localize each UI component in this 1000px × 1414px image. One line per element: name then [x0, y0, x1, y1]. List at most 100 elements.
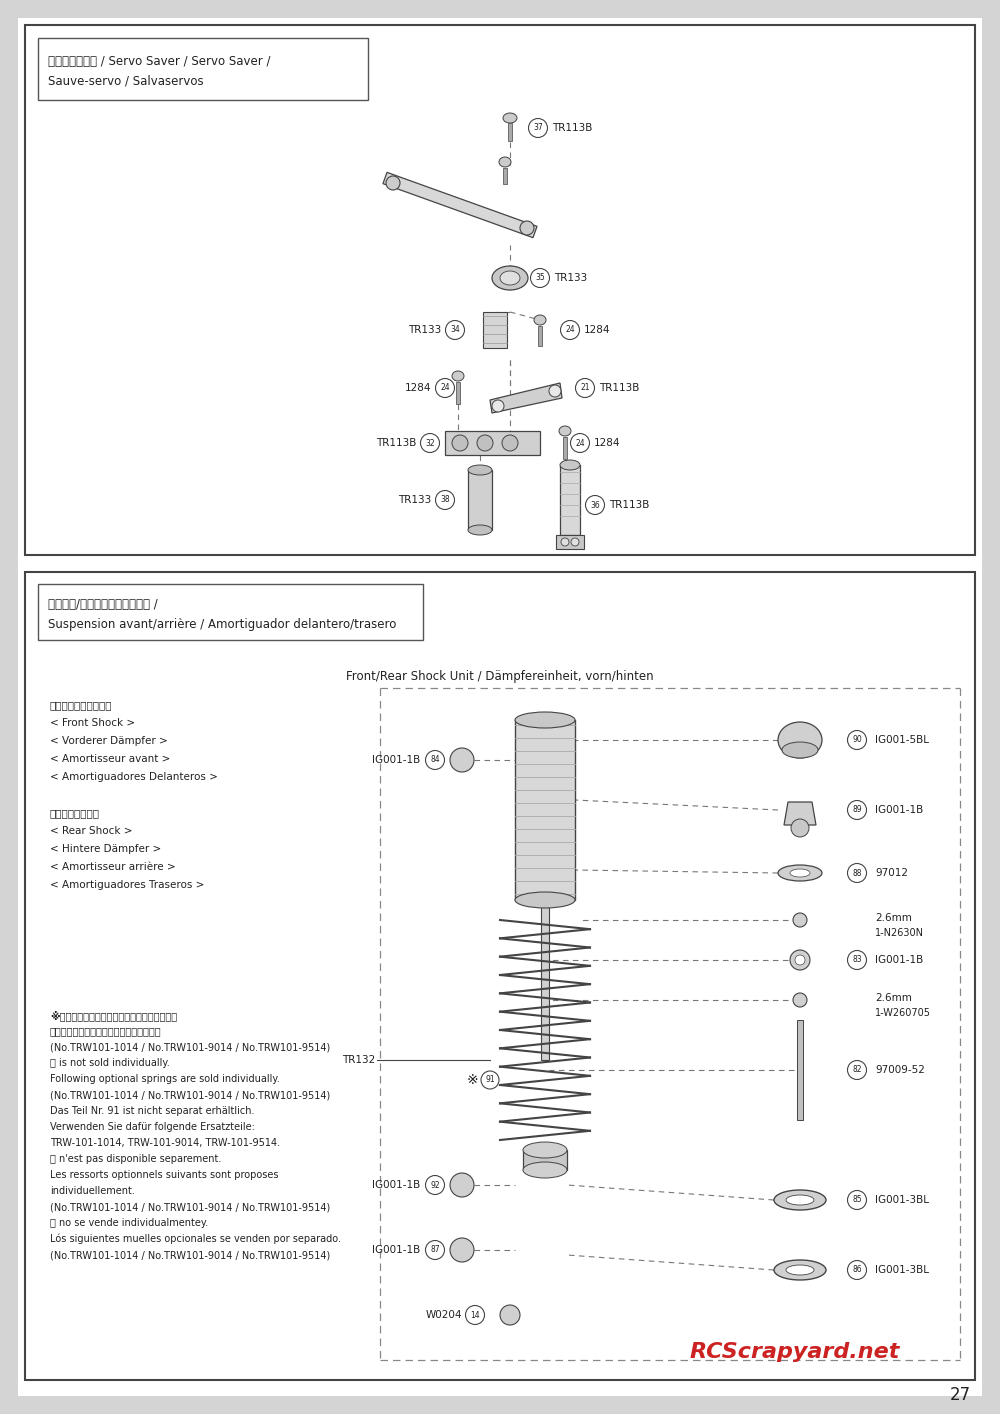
- Text: ⒑ no se vende individualmentey.: ⒑ no se vende individualmentey.: [50, 1217, 208, 1227]
- Circle shape: [570, 434, 590, 452]
- Circle shape: [520, 221, 534, 235]
- Ellipse shape: [774, 1191, 826, 1210]
- Ellipse shape: [778, 723, 822, 758]
- Circle shape: [848, 1260, 866, 1280]
- Polygon shape: [784, 802, 816, 824]
- Text: 2.6mm: 2.6mm: [875, 913, 912, 923]
- Text: 85: 85: [852, 1195, 862, 1205]
- Text: < Amortiguadores Delanteros >: < Amortiguadores Delanteros >: [50, 772, 218, 782]
- Bar: [25, 25, 975, 556]
- Text: 87: 87: [430, 1246, 440, 1254]
- Bar: [556, 534, 584, 549]
- Circle shape: [848, 950, 866, 970]
- Ellipse shape: [523, 1143, 567, 1158]
- Bar: [383, 173, 537, 238]
- Text: 38: 38: [440, 495, 450, 505]
- Text: < Front Shock >: < Front Shock >: [50, 718, 135, 728]
- Text: 1-N2630N: 1-N2630N: [875, 928, 924, 937]
- Text: IG001-1B: IG001-1B: [372, 1181, 420, 1191]
- Circle shape: [848, 731, 866, 749]
- Circle shape: [795, 954, 805, 964]
- Text: (No.TRW101-1014 / No.TRW101-9014 / No.TRW101-9514): (No.TRW101-1014 / No.TRW101-9014 / No.TR…: [50, 1042, 330, 1052]
- Circle shape: [561, 537, 569, 546]
- Text: 92: 92: [430, 1181, 440, 1189]
- Circle shape: [477, 436, 493, 451]
- Ellipse shape: [778, 865, 822, 881]
- Text: Front/Rear Shock Unit / Dämpfereinheit, vorn/hinten: Front/Rear Shock Unit / Dämpfereinheit, …: [346, 670, 654, 683]
- Text: (No.TRW101-1014 / No.TRW101-9014 / No.TRW101-9514): (No.TRW101-1014 / No.TRW101-9014 / No.TR…: [50, 1202, 330, 1212]
- Bar: [515, 720, 575, 899]
- Text: 1284: 1284: [594, 438, 620, 448]
- Bar: [563, 437, 567, 460]
- Circle shape: [791, 819, 809, 837]
- Text: TRW-101-1014, TRW-101-9014, TRW-101-9514.: TRW-101-1014, TRW-101-9014, TRW-101-9514…: [50, 1138, 280, 1148]
- Ellipse shape: [503, 113, 517, 123]
- Text: (No.TRW101-1014 / No.TRW101-9014 / No.TRW101-9514): (No.TRW101-1014 / No.TRW101-9014 / No.TR…: [50, 1090, 330, 1100]
- Circle shape: [848, 864, 866, 882]
- Circle shape: [500, 1305, 520, 1325]
- Circle shape: [450, 1239, 474, 1263]
- Circle shape: [420, 434, 440, 452]
- Text: 32: 32: [425, 438, 435, 447]
- Bar: [797, 1019, 803, 1120]
- Text: IG001-3BL: IG001-3BL: [875, 1266, 929, 1275]
- Text: TR133: TR133: [408, 325, 441, 335]
- Circle shape: [793, 993, 807, 1007]
- Ellipse shape: [534, 315, 546, 325]
- Circle shape: [481, 1070, 499, 1089]
- Ellipse shape: [786, 1266, 814, 1275]
- Circle shape: [502, 436, 518, 451]
- Text: Lós siguientes muelles opcionales se venden por separado.: Lós siguientes muelles opcionales se ven…: [50, 1234, 341, 1244]
- Text: ⒑ is not sold individually.: ⒑ is not sold individually.: [50, 1058, 170, 1068]
- Text: 97009-52: 97009-52: [875, 1065, 925, 1075]
- Text: < Hintere Dämpfer >: < Hintere Dämpfer >: [50, 844, 161, 854]
- Circle shape: [446, 321, 464, 339]
- Text: < Amortiguadores Traseros >: < Amortiguadores Traseros >: [50, 880, 204, 889]
- Circle shape: [528, 119, 548, 137]
- Ellipse shape: [468, 465, 492, 475]
- Text: (No.TRW101-1014 / No.TRW101-9014 / No.TRW101-9514): (No.TRW101-1014 / No.TRW101-9014 / No.TR…: [50, 1250, 330, 1260]
- Text: サーボセイバー / Servo Saver / Servo Saver /: サーボセイバー / Servo Saver / Servo Saver /: [48, 55, 270, 68]
- Ellipse shape: [523, 1162, 567, 1178]
- Bar: [38, 38, 368, 100]
- Bar: [445, 431, 540, 455]
- Text: Das Teil Nr. 91 ist nicht separat erhältlich.: Das Teil Nr. 91 ist nicht separat erhält…: [50, 1106, 254, 1116]
- Text: RCScrapyard.net: RCScrapyard.net: [690, 1342, 900, 1362]
- Circle shape: [549, 385, 561, 397]
- Text: TR113B: TR113B: [609, 501, 649, 510]
- Text: < Vorderer Dämpfer >: < Vorderer Dämpfer >: [50, 737, 168, 747]
- Text: TR113B: TR113B: [376, 438, 416, 448]
- Ellipse shape: [774, 1260, 826, 1280]
- Ellipse shape: [452, 370, 464, 380]
- Bar: [468, 469, 492, 530]
- Bar: [456, 382, 460, 404]
- Circle shape: [576, 379, 594, 397]
- Text: 24: 24: [440, 383, 450, 393]
- Circle shape: [426, 1240, 444, 1260]
- Text: 91: 91: [485, 1076, 495, 1085]
- Ellipse shape: [560, 460, 580, 469]
- Text: 1-W260705: 1-W260705: [875, 1008, 931, 1018]
- Ellipse shape: [500, 271, 520, 286]
- Text: TR133: TR133: [554, 273, 587, 283]
- Text: 36: 36: [590, 501, 600, 509]
- Bar: [508, 123, 512, 141]
- Bar: [523, 1150, 567, 1169]
- Circle shape: [790, 950, 810, 970]
- Text: 97012: 97012: [875, 868, 908, 878]
- Text: 1284: 1284: [584, 325, 610, 335]
- Bar: [541, 905, 549, 1060]
- Bar: [503, 168, 507, 184]
- Circle shape: [848, 1191, 866, 1209]
- Text: ⒑ n'est pas disponible separement.: ⒑ n'est pas disponible separement.: [50, 1154, 221, 1164]
- Circle shape: [560, 321, 580, 339]
- Bar: [560, 465, 580, 534]
- Text: フロント/リヤダンパーユニット /: フロント/リヤダンパーユニット /: [48, 598, 158, 611]
- Text: IG001-5BL: IG001-5BL: [875, 735, 929, 745]
- Text: IG001-1B: IG001-1B: [372, 1244, 420, 1256]
- Circle shape: [452, 436, 468, 451]
- Text: 82: 82: [852, 1066, 862, 1075]
- Circle shape: [386, 175, 400, 189]
- Ellipse shape: [790, 870, 810, 877]
- Circle shape: [450, 748, 474, 772]
